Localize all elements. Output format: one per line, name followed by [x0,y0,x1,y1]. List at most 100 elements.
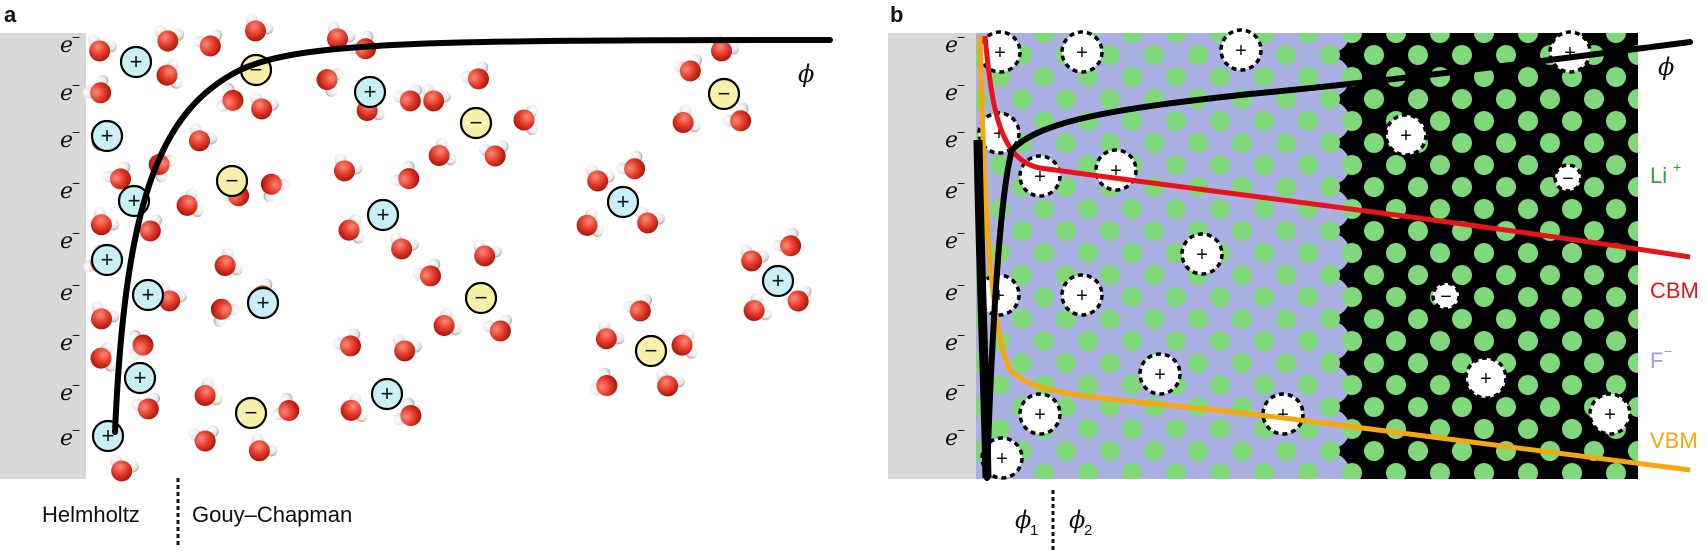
fluoride-ion [1046,453,1086,479]
electron-labels-b: e−e−e−e−e−e−e−e−e− [945,29,965,451]
lithium-ion [1034,199,1054,219]
water-molecule [772,227,802,257]
lithium-ion [1034,243,1054,263]
lithium-ion [1496,397,1516,417]
lithium-ion [1364,221,1384,241]
svg-text:+: + [101,247,114,272]
svg-text:e: e [60,331,73,356]
svg-text:−: − [718,81,731,106]
svg-text:+: + [994,42,1006,64]
fluoride-vacancy: + [1138,352,1182,396]
lithium-ion [1100,309,1120,329]
svg-text:+: + [1034,404,1046,426]
lithium-ion [1298,111,1318,131]
water-molecules-a [82,13,812,482]
lithium-ion [1034,33,1054,43]
lithium-ion [1188,441,1208,461]
lithium-ion [1320,177,1340,197]
lithium-ion [1430,419,1450,439]
lithium-ion [1540,265,1560,285]
lithium-ion [1210,331,1230,351]
lithium-ion [1408,441,1428,461]
vbm-curve [977,35,1691,473]
lithium-ion [1254,375,1274,395]
svg-text:+: + [381,381,394,406]
lithium-ion [1452,309,1472,329]
lithium-ion [1012,309,1032,329]
fluoride-vacancy: + [1384,113,1428,157]
lithium-ion [1562,111,1582,131]
lithium-ion [1144,397,1164,417]
svg-text:−: − [1440,286,1452,308]
lithium-ion [1474,331,1494,351]
lithium-ion [1628,89,1638,109]
lithium-ion [1122,375,1142,395]
water-molecule [334,153,363,182]
svg-text:+: + [1400,125,1412,147]
lithium-ion [1056,133,1076,153]
lithium-ion [1254,331,1274,351]
lithium-ion [1474,199,1494,219]
fluoride-vacancy: + [1180,232,1224,276]
svg-text:e: e [60,281,73,306]
water-molecule [576,208,604,238]
water-molecule [616,150,646,180]
svg-text:+: + [101,123,114,148]
lithium-ion [1364,89,1384,109]
water-molecule [428,137,457,166]
water-molecule [214,247,243,276]
lithium-ion [1254,199,1274,219]
helmholtz-label: Helmholtz [42,502,140,527]
svg-text:−: − [957,29,965,45]
lithium-ion [1518,419,1538,439]
svg-text:+: + [1196,244,1208,266]
svg-text:e: e [60,128,73,153]
lithium-ion [1342,287,1362,307]
lithium-ion [1496,309,1516,329]
svg-text:−: − [645,338,658,363]
lithium-ion [1276,133,1296,153]
svg-text:+: + [1564,42,1576,64]
electron-label: e− [945,327,965,356]
cbm-label: CBM [1650,278,1699,303]
water-molecule [188,425,219,452]
lithium-ion [1452,45,1472,65]
lithium-ion [1628,353,1638,373]
lithium-ion [1342,331,1362,351]
water-molecule [635,206,665,234]
svg-text:−: − [470,110,483,135]
svg-text:+: + [134,365,147,390]
lithium-ion [1298,67,1318,87]
panel-a: a e−e−e−e−e−e−e−e−e− +++++++++++++−−−−−−… [0,2,833,545]
phi1-label: ϕ 1 [1015,506,1038,539]
water-molecule [82,74,112,104]
potential-drop-b [973,139,992,479]
lithium-ion [1188,45,1208,65]
lithium-ion [1210,419,1230,439]
phi2-label: ϕ 2 [1069,506,1092,539]
lithium-ion [1386,243,1406,263]
svg-text:e: e [945,331,958,356]
lithium-ion [1562,199,1582,219]
water-molecule [671,328,698,359]
fluoride-vacancy: + [1548,30,1592,74]
fluoride-vacancy: + [1261,392,1305,436]
svg-text:e: e [60,381,73,406]
lithium-ion [1298,33,1318,43]
lithium-ion [1474,67,1494,87]
svg-text:e: e [945,381,958,406]
lithium-ion [1496,89,1516,109]
lithium-ion [1122,287,1142,307]
fluoride-vacancy: + [980,436,1024,480]
lithium-ion [1144,45,1164,65]
ions-a: +++++++++++++−−−−−−− [90,45,795,453]
water-molecule [478,140,509,167]
lithium-ion [1518,331,1538,351]
lithium-ion [1584,133,1604,153]
lithium-ion [1320,221,1340,241]
water-molecule [189,123,218,152]
lithium-ion [1606,287,1626,307]
lithium-vacancy: − [1553,163,1583,193]
svg-text:+: + [1480,368,1492,390]
svg-text:−: − [957,422,965,438]
